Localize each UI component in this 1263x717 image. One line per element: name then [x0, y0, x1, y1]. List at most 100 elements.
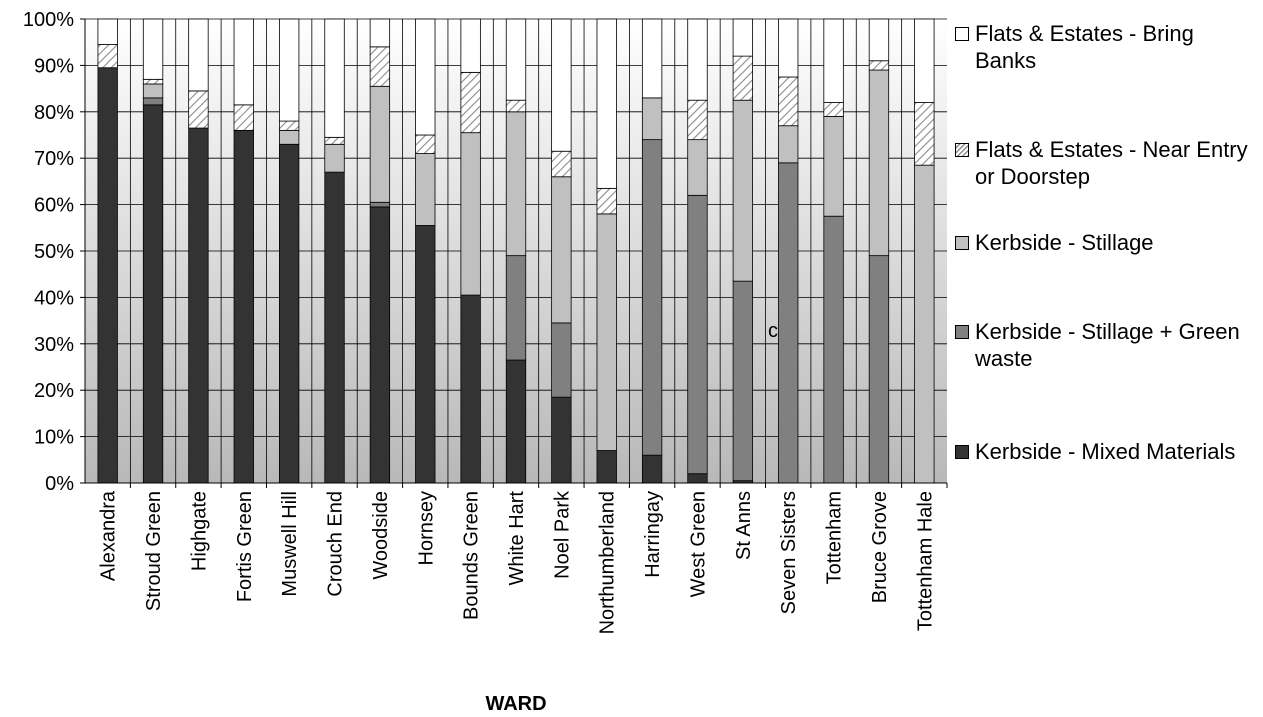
- x-tick-label: Noel Park: [551, 490, 573, 579]
- x-tick-label: Tottenham Hale: [914, 491, 936, 631]
- bar-segment: [233, 104, 254, 131]
- bar-segment: [142, 83, 164, 99]
- bar-segment: [732, 99, 753, 282]
- bar-segment: [369, 46, 391, 87]
- x-axis-title: WARD: [485, 693, 546, 715]
- legend-item: Kerbside - Stillage + Green waste: [955, 318, 1260, 372]
- bar-segment: [687, 194, 708, 475]
- x-tick-label: Tottenham: [824, 491, 846, 584]
- bar-segment: [97, 44, 118, 69]
- bar-segment: [233, 18, 254, 106]
- bar-segment: [233, 129, 254, 484]
- legend-label: Kerbside - Stillage: [975, 230, 1154, 255]
- bar-segment: [369, 85, 391, 203]
- legend-swatch: [955, 325, 969, 339]
- bar-segment: [823, 102, 844, 117]
- stacked-bar-chart: 0% 10% 20% 30% 40% 50% 60% 70% 80% 90% 100% Alexan…: [23, 9, 948, 715]
- legend: Flats & Estates - Bring Banks Flats & Est…: [955, 0, 1263, 717]
- bar-segment: [324, 171, 345, 484]
- bar-segment: [415, 153, 436, 226]
- bar-segment: [369, 18, 391, 48]
- bar-segment: [460, 18, 481, 73]
- bar-segment: [641, 18, 663, 99]
- bar-segment: [324, 143, 345, 173]
- bar-segment: [460, 294, 481, 484]
- x-tick-label: Stroud Green: [143, 491, 165, 611]
- y-tick-label: 30%: [34, 334, 74, 356]
- legend-label: Kerbside - Stillage + Green waste: [975, 319, 1240, 371]
- x-tick-label: Muswell Hill: [279, 491, 301, 597]
- bar-segment: [641, 97, 663, 141]
- bar-segment: [551, 18, 572, 152]
- bar-segment: [914, 164, 935, 484]
- bar-segment: [142, 104, 164, 484]
- y-tick-label: 100%: [23, 9, 74, 31]
- y-tick-label: 70%: [34, 148, 74, 170]
- bar-segment: [142, 78, 164, 85]
- y-tick-label: 60%: [34, 195, 74, 217]
- bar-segment: [551, 396, 572, 484]
- bar-segment: [142, 18, 164, 80]
- chart-annotation: c: [768, 320, 778, 342]
- legend-item: Flats & Estates - Bring Banks: [955, 20, 1260, 74]
- legend-swatch: [955, 236, 969, 250]
- bar-segment: [324, 18, 345, 138]
- y-tick-label: 90%: [34, 55, 74, 77]
- x-tick-label: Hornsey: [415, 491, 437, 565]
- legend-label: Flats & Estates - Bring Banks: [975, 21, 1194, 73]
- bar-segment: [97, 18, 118, 45]
- bar-segment: [551, 322, 572, 398]
- bar-segment: [914, 18, 935, 103]
- legend-label: Flats & Estates - Near Entry or Doorstep: [975, 137, 1248, 189]
- x-tick-label: Woodside: [370, 491, 392, 580]
- bar-segment: [97, 67, 118, 484]
- x-tick-label: Bounds Green: [461, 491, 483, 620]
- bar-segment: [415, 134, 436, 154]
- bar-segment: [641, 454, 663, 484]
- bar-segment: [596, 187, 617, 215]
- y-tick-label: 40%: [34, 287, 74, 309]
- bar-segment: [868, 18, 890, 62]
- bar-segment: [460, 132, 481, 296]
- bar-segment: [687, 99, 708, 141]
- bar-segment: [778, 18, 799, 78]
- bar-segment: [641, 139, 663, 456]
- x-tick-label: Fortis Green: [234, 491, 256, 602]
- bar-segment: [279, 143, 300, 484]
- bar-segment: [778, 162, 799, 484]
- bar-segment: [369, 206, 391, 484]
- bar-segment: [596, 450, 617, 484]
- bar-segment: [687, 18, 708, 101]
- bar-segment: [732, 280, 753, 482]
- bar-segment: [188, 90, 209, 129]
- bar-segment: [687, 139, 708, 196]
- bar-segment: [551, 150, 572, 178]
- bar-segment: [188, 127, 209, 484]
- bar-segment: [279, 129, 300, 145]
- bar-segment: [687, 473, 708, 484]
- bar-segment: [778, 125, 799, 164]
- legend-item: Kerbside - Mixed Materials: [955, 438, 1260, 465]
- x-tick-label: Highgate: [188, 491, 210, 571]
- bar-segment: [505, 99, 527, 113]
- x-tick-label: White Hart: [506, 491, 528, 586]
- y-tick-label: 20%: [34, 380, 74, 402]
- bar-segment: [505, 359, 527, 484]
- legend-swatch: [955, 445, 969, 459]
- x-tick-label: West Green: [687, 491, 709, 597]
- bar-segment: [369, 201, 391, 208]
- bar-segment: [868, 255, 890, 484]
- y-tick-label: 50%: [34, 241, 74, 263]
- bar-segment: [732, 55, 753, 101]
- bar-segment: [415, 18, 436, 136]
- bar-segment: [914, 102, 935, 166]
- bar-segment: [868, 60, 890, 71]
- bar-segment: [778, 76, 799, 127]
- bar-segment: [505, 111, 527, 257]
- y-tick-label: 10%: [34, 427, 74, 449]
- bar-segment: [823, 116, 844, 217]
- bar-segment: [505, 18, 527, 101]
- legend-swatch: [955, 27, 969, 41]
- legend-swatch: [955, 143, 969, 157]
- x-tick-label: St Anns: [733, 491, 755, 560]
